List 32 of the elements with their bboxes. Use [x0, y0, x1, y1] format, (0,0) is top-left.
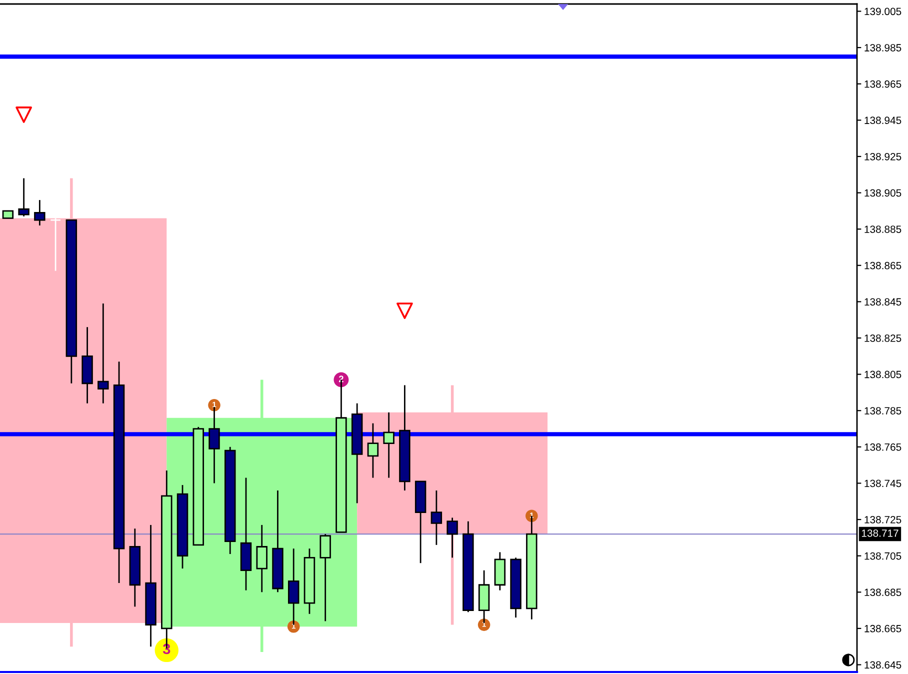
y-tick-label: 138.865 [864, 262, 902, 270]
y-tick-label: 138.645 [864, 661, 902, 669]
y-tick-label: 138.905 [864, 189, 902, 197]
series-label: 2 [338, 376, 344, 382]
candlestick [98, 302, 109, 404]
y-tick-label: 138.705 [864, 552, 902, 560]
y-tick-label: 138.885 [864, 226, 902, 233]
candlestick [18, 178, 30, 218]
y-tick-label: 138.665 [864, 624, 902, 632]
candlestick [50, 218, 62, 272]
series-label: 3 [162, 644, 170, 654]
y-tick-label: 139.005 [864, 8, 902, 16]
candlestick [256, 524, 268, 593]
ref-line-label: 138.717 [862, 529, 898, 537]
y-tick-label: 138.765 [864, 443, 902, 451]
y-tick-label: 138.725 [864, 516, 902, 524]
candlestick [34, 199, 46, 226]
y-tick-label: 138.685 [864, 588, 902, 596]
y-tick-label: 138.825 [864, 334, 902, 342]
y-tick-label: 138.965 [864, 80, 902, 88]
y-tick-label: 138.845 [864, 298, 902, 306]
candlestick [430, 490, 442, 546]
y-tick-label: 138.745 [864, 480, 902, 488]
candlestick [320, 533, 331, 622]
y-tick-label: 138.945 [864, 116, 902, 124]
y-tick-label: 138.805 [864, 370, 902, 378]
candlestick [446, 517, 458, 558]
candlestick [383, 412, 394, 478]
y-tick-label: 138.925 [864, 152, 902, 160]
y-tick-label: 138.985 [864, 44, 902, 52]
candlestick [367, 422, 379, 478]
y-tick-label: 138.785 [864, 407, 902, 414]
